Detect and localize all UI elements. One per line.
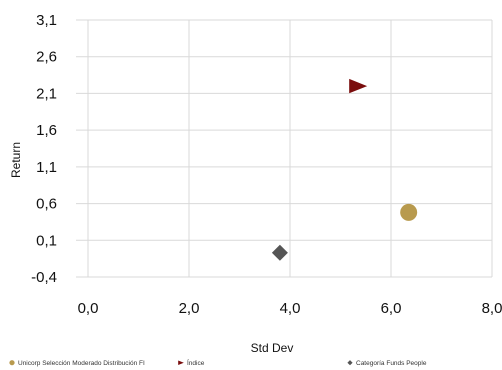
legend-marker-0 bbox=[9, 360, 15, 366]
grid-layer bbox=[76, 19, 493, 278]
data-point-1 bbox=[349, 78, 368, 94]
x-tick-labels: 0,0 2,0 4,0 6,0 8,0 bbox=[78, 300, 502, 317]
data-point-2 bbox=[271, 244, 288, 261]
y-tick-label: 1,1 bbox=[36, 159, 57, 176]
y-axis-label: Return bbox=[9, 142, 23, 178]
legend-label-2: Categoría Funds People bbox=[356, 360, 427, 367]
legend-marker-2 bbox=[347, 360, 353, 366]
x-tick-label: 6,0 bbox=[381, 300, 402, 317]
legend-marker-1 bbox=[178, 360, 184, 365]
y-tick-label: 2,1 bbox=[36, 85, 57, 102]
y-tick-label: 0,6 bbox=[36, 196, 57, 213]
y-tick-label: 0,1 bbox=[36, 232, 57, 249]
y-tick-label: 2,6 bbox=[36, 49, 57, 66]
x-tick-label: 2,0 bbox=[179, 300, 200, 317]
y-tick-label: -0,4 bbox=[31, 269, 57, 286]
data-points bbox=[271, 78, 418, 261]
x-tick-label: 8,0 bbox=[482, 300, 502, 317]
x-tick-label: 0,0 bbox=[78, 300, 99, 317]
legend-label-1: Índice bbox=[187, 358, 205, 367]
y-tick-label: 3,1 bbox=[36, 12, 57, 29]
x-axis-label: Std Dev bbox=[251, 341, 294, 355]
x-tick-label: 4,0 bbox=[280, 300, 301, 317]
y-tick-labels: 3,1 2,6 2,1 1,6 1,1 0,6 0,1 -0,4 bbox=[31, 12, 57, 286]
legend-label-0: Unicorp Selección Moderado Distribución … bbox=[18, 360, 145, 367]
data-point-0 bbox=[400, 203, 418, 221]
y-tick-label: 1,6 bbox=[36, 122, 57, 139]
legend: Unicorp Selección Moderado Distribución … bbox=[9, 358, 427, 367]
